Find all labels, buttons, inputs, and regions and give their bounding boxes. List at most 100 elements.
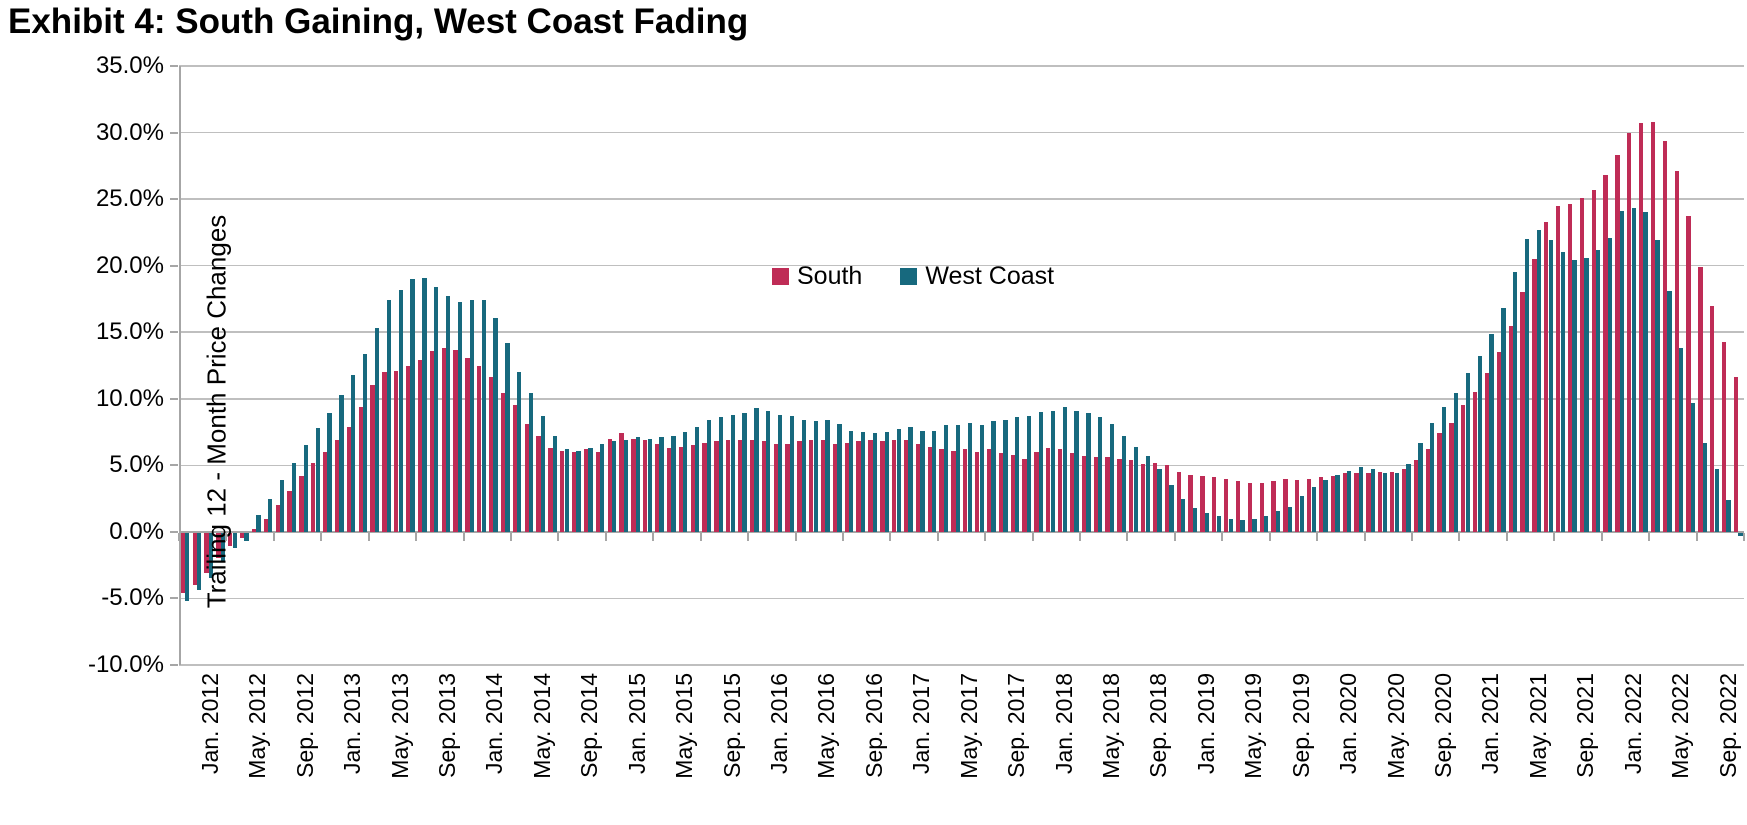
- bar-south: [939, 449, 944, 532]
- bar-west-coast: [268, 498, 273, 532]
- bar-west-coast: [920, 430, 925, 532]
- bar-south: [1638, 123, 1644, 532]
- bar-west-coast: [1086, 413, 1091, 532]
- bar-south: [239, 532, 245, 539]
- bar-west-coast: [1548, 240, 1553, 532]
- bar-west-coast: [979, 425, 984, 532]
- bar-west-coast: [1038, 412, 1044, 532]
- bar-south: [334, 440, 340, 532]
- bar-south: [643, 440, 648, 532]
- bar-south: [524, 424, 529, 532]
- bar-west-coast: [422, 277, 427, 532]
- x-axis-tick-label: Sep. 2013: [434, 673, 461, 778]
- bar-west-coast: [588, 448, 593, 532]
- bar-south: [1721, 341, 1727, 532]
- bar-south: [1520, 292, 1525, 532]
- x-axis-tick-label: May. 2014: [528, 673, 555, 779]
- bar-south: [690, 445, 695, 532]
- bar-south: [1034, 452, 1039, 532]
- x-axis-tick: [984, 532, 987, 541]
- x-axis-tick: [1031, 532, 1034, 541]
- bar-south: [429, 350, 434, 532]
- bar-south: [512, 405, 517, 532]
- legend-item-south: South: [772, 262, 862, 291]
- bar-west-coast: [315, 428, 320, 532]
- bar-west-coast: [505, 342, 510, 532]
- x-axis-tick: [652, 532, 655, 541]
- bar-west-coast: [778, 414, 783, 532]
- bar-south: [465, 357, 470, 532]
- x-axis-tick: [936, 532, 939, 541]
- bar-south: [1117, 458, 1122, 532]
- x-axis-tick: [841, 532, 844, 541]
- bar-west-coast: [493, 317, 498, 532]
- bar-south: [1271, 481, 1276, 532]
- y-axis-tick-label: 5.0%: [109, 451, 164, 479]
- bar-west-coast: [398, 289, 403, 532]
- bar-west-coast: [600, 444, 605, 532]
- bar-south: [1627, 132, 1632, 532]
- bar-west-coast: [517, 372, 522, 532]
- y-axis-tick-label: -5.0%: [101, 584, 164, 612]
- x-axis-tick-label: Jan. 2014: [481, 673, 508, 775]
- x-axis-tick: [415, 532, 418, 541]
- bar-south: [263, 518, 268, 532]
- bar-south: [951, 450, 956, 532]
- x-axis-tick: [1411, 532, 1414, 541]
- bar-south: [1650, 121, 1656, 532]
- bar-west-coast: [232, 532, 237, 548]
- bar-south: [548, 448, 553, 532]
- bar-west-coast: [683, 432, 688, 532]
- x-axis-tick-label: May. 2017: [955, 673, 982, 779]
- bar-south: [1461, 405, 1466, 532]
- y-axis-spine: [179, 66, 181, 665]
- bar-south: [986, 449, 992, 532]
- x-axis-tick: [320, 532, 323, 541]
- bar-south: [536, 436, 541, 532]
- x-axis-tick: [889, 532, 892, 541]
- x-axis-tick-label: Jan. 2020: [1335, 673, 1362, 775]
- bar-west-coast: [1026, 416, 1032, 532]
- bar-south: [1141, 464, 1146, 532]
- bar-south: [1698, 266, 1703, 532]
- bar-west-coast: [1690, 402, 1696, 532]
- x-axis-tick-label: May. 2018: [1097, 673, 1124, 779]
- bar-south: [1046, 448, 1051, 532]
- bar-south: [346, 426, 351, 532]
- bar-south: [322, 452, 328, 532]
- bar-west-coast: [1252, 518, 1257, 532]
- x-axis-tick-label: Jan. 2017: [908, 673, 935, 775]
- bar-south: [1093, 457, 1098, 532]
- x-axis-tick-label: Sep. 2022: [1714, 673, 1741, 778]
- y-axis-tick: [170, 65, 178, 67]
- x-axis-tick: [225, 532, 228, 541]
- x-axis-tick-label: Jan. 2012: [196, 673, 223, 775]
- bar-west-coast: [1667, 290, 1672, 532]
- bar-south: [1247, 482, 1253, 532]
- bar-west-coast: [647, 438, 652, 532]
- x-axis-tick: [272, 532, 275, 541]
- bar-west-coast: [1560, 252, 1565, 532]
- bar-south: [1496, 352, 1502, 532]
- bar-south: [311, 462, 316, 532]
- bar-west-coast: [564, 449, 569, 532]
- bar-west-coast: [220, 532, 226, 561]
- x-axis-tick: [1553, 532, 1556, 541]
- bar-south: [1129, 460, 1134, 532]
- bar-south: [998, 453, 1004, 532]
- bar-west-coast: [872, 433, 878, 532]
- bar-south: [453, 349, 458, 532]
- bar-west-coast: [1679, 348, 1684, 532]
- bar-south: [228, 532, 233, 547]
- bar-west-coast: [1513, 272, 1518, 532]
- bar-south: [1200, 475, 1205, 532]
- bar-south: [761, 441, 766, 532]
- bar-west-coast: [1275, 510, 1281, 532]
- y-axis-tick-label: 0.0%: [109, 517, 164, 545]
- bar-south: [1508, 325, 1513, 532]
- bar-west-coast: [789, 416, 795, 532]
- bar-west-coast: [813, 421, 818, 532]
- bar-south: [1354, 473, 1359, 532]
- legend: South West Coast: [772, 262, 1054, 291]
- bar-south: [880, 441, 885, 532]
